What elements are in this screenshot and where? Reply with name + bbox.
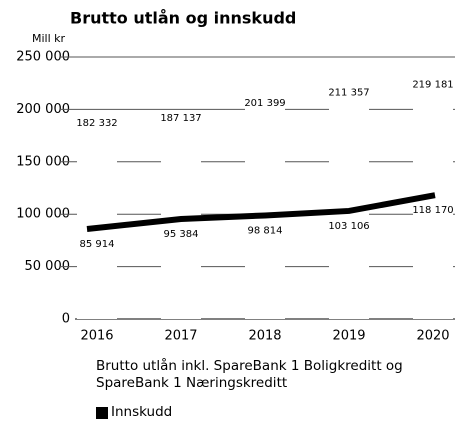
x-tick-label: 2016 — [80, 329, 113, 344]
value-label: 219 181 — [412, 79, 453, 90]
y-tick-label: 0 — [62, 312, 70, 327]
x-tick-label: 2017 — [164, 329, 197, 344]
value-label: 95 384 — [164, 229, 199, 240]
legend-entry: Brutto utlån inkl. SpareBank 1 Boligkred… — [96, 358, 426, 392]
chart-title: Brutto utlån og innskudd — [70, 9, 296, 28]
value-label: 98 814 — [248, 225, 283, 236]
legend-label: Innskudd — [111, 404, 173, 420]
y-tick-label: 100 000 — [16, 207, 70, 222]
legend-swatch — [96, 406, 108, 419]
x-tick-label: 2018 — [248, 329, 281, 344]
x-tick-label: 2019 — [332, 329, 365, 344]
legend-entry: Innskudd — [96, 404, 426, 421]
y-axis-unit: Mill kr — [32, 32, 66, 45]
value-label: 85 914 — [80, 239, 115, 250]
legend: Brutto utlån inkl. SpareBank 1 Boligkred… — [96, 358, 426, 425]
bar — [77, 127, 117, 319]
bar — [413, 89, 453, 319]
value-label: 103 106 — [328, 221, 369, 232]
y-tick-label: 250 000 — [16, 50, 70, 65]
value-label: 211 357 — [328, 87, 369, 98]
line — [86, 192, 436, 232]
y-tick-label: 200 000 — [16, 102, 70, 117]
value-label: 182 332 — [76, 118, 117, 129]
legend-label: Brutto utlån inkl. SpareBank 1 Boligkred… — [96, 358, 403, 391]
x-tick-label: 2020 — [416, 329, 449, 344]
value-label: 118 170 — [412, 205, 453, 216]
value-label: 187 137 — [160, 113, 201, 124]
value-label: 201 399 — [244, 98, 285, 109]
y-tick-label: 150 000 — [16, 154, 70, 169]
y-tick-label: 50 000 — [25, 259, 71, 274]
